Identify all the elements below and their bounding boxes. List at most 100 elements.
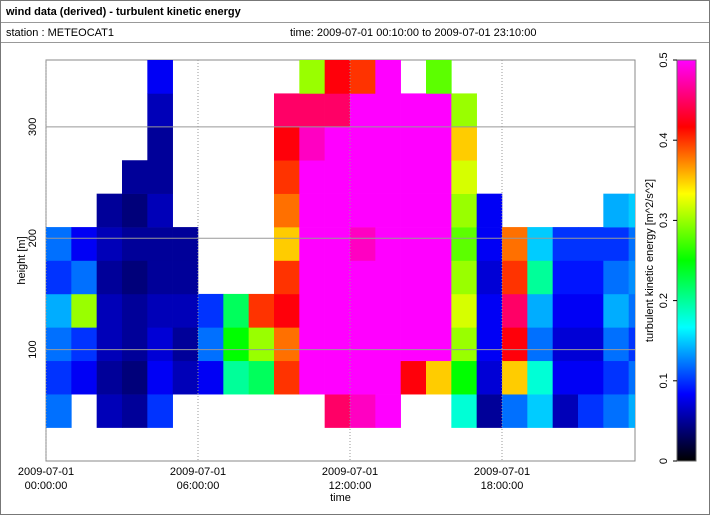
heat-cell — [71, 260, 97, 295]
heat-cell — [122, 394, 148, 428]
heat-cell — [350, 60, 376, 94]
heat-cell — [96, 260, 123, 295]
heat-cell — [628, 227, 635, 261]
heat-cell — [375, 360, 401, 395]
heat-cell — [71, 227, 97, 261]
heat-cell — [147, 160, 173, 194]
x-tick-label: 2009-07-01 06:00:00 — [170, 466, 226, 492]
heat-cell — [274, 327, 300, 362]
colorbar-tick-label: 0.5 — [658, 52, 670, 67]
heat-cell — [451, 227, 477, 261]
heat-cell — [299, 93, 325, 128]
x-tick-label: 2009-07-01 18:00:00 — [474, 466, 530, 492]
colorbar-tick-label: 0.4 — [658, 133, 670, 148]
x-tick-label: 2009-07-01 12:00:00 — [322, 466, 378, 492]
heat-cell — [375, 126, 401, 161]
heat-cell — [147, 126, 173, 161]
heat-cell — [628, 394, 635, 428]
heat-cell — [527, 394, 553, 428]
heat-cell — [71, 293, 97, 328]
heat-cell — [274, 126, 300, 161]
heat-cell — [426, 260, 452, 295]
heat-cell — [274, 293, 300, 328]
heat-cell — [527, 293, 553, 328]
heat-cell — [172, 293, 199, 328]
heat-cell — [476, 327, 503, 362]
y-axis-label: height [m] — [16, 236, 28, 284]
heat-cell — [96, 327, 123, 362]
heat-cell — [375, 227, 401, 261]
y-tick-label: 200 — [27, 229, 39, 247]
heat-cell — [324, 360, 351, 395]
heat-cell — [400, 160, 427, 194]
time-range: time: 2009-07-01 00:10:00 to 2009-07-01 … — [290, 27, 537, 39]
heat-cell — [147, 93, 173, 128]
heat-cell — [172, 360, 199, 395]
heat-cell — [400, 93, 427, 128]
heat-cell — [96, 394, 123, 428]
heat-cell — [350, 227, 376, 261]
title-bar: wind data (derived) - turbulent kinetic … — [1, 1, 709, 23]
heat-cell — [603, 260, 629, 295]
heat-cell — [603, 227, 629, 261]
heat-cell — [324, 260, 351, 295]
heat-cell — [578, 260, 604, 295]
heat-cell — [527, 327, 553, 362]
heat-cell — [324, 394, 351, 428]
heat-cell — [198, 293, 224, 328]
heat-cell — [299, 227, 325, 261]
heat-cell — [274, 227, 300, 261]
heat-cell — [350, 360, 376, 395]
colorbar-tick-label: 0.2 — [658, 293, 670, 308]
heat-cell — [502, 327, 528, 362]
heat-cell — [172, 227, 199, 261]
heat-cell — [375, 60, 401, 94]
heat-cell — [375, 260, 401, 295]
heat-cell — [122, 327, 148, 362]
heat-cell — [578, 360, 604, 395]
heat-cell — [299, 126, 325, 161]
heat-cell — [350, 293, 376, 328]
heat-cell — [299, 327, 325, 362]
heat-cell — [426, 60, 452, 94]
heat-cell — [451, 360, 477, 395]
heat-cell — [324, 293, 351, 328]
heat-cell — [299, 360, 325, 395]
heat-cell — [578, 227, 604, 261]
heat-cell — [223, 327, 249, 362]
heat-cell — [502, 293, 528, 328]
heat-cell — [603, 394, 629, 428]
heat-cell — [603, 327, 629, 362]
heat-cell — [147, 394, 173, 428]
heat-cell — [527, 227, 553, 261]
heat-cell — [628, 193, 635, 228]
heat-cell — [122, 193, 148, 228]
heat-cell — [527, 260, 553, 295]
heat-cell — [400, 293, 427, 328]
heat-cell — [628, 293, 635, 328]
heat-cell — [552, 327, 579, 362]
heat-cell — [578, 394, 604, 428]
heat-cell — [552, 394, 579, 428]
title: wind data (derived) - turbulent kinetic … — [6, 6, 241, 18]
heat-cell — [476, 227, 503, 261]
heat-cell — [324, 126, 351, 161]
heat-cell — [147, 260, 173, 295]
heat-cell — [375, 394, 401, 428]
heat-cell — [552, 360, 579, 395]
heat-cell — [46, 327, 72, 362]
heat-cell — [426, 227, 452, 261]
heat-cell — [451, 293, 477, 328]
heat-cell — [400, 126, 427, 161]
heat-cell — [172, 327, 199, 362]
heat-cell — [198, 327, 224, 362]
heat-cell — [299, 160, 325, 194]
heat-cell — [46, 260, 72, 295]
heat-cell — [527, 360, 553, 395]
heat-cell — [350, 160, 376, 194]
heat-cell — [147, 193, 173, 228]
heat-cell — [476, 360, 503, 395]
heat-cell — [628, 327, 635, 362]
